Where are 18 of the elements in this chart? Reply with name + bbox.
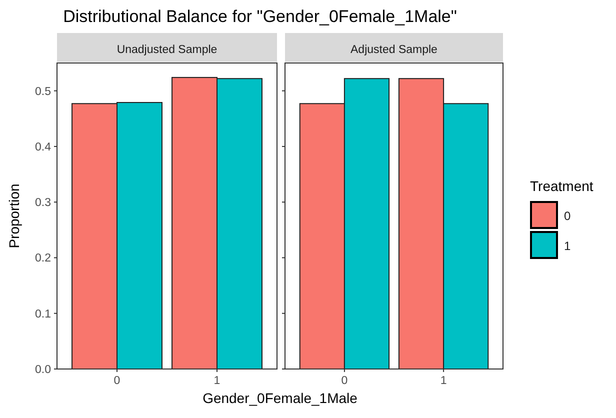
chart-subtitle: Adjusted Sample xyxy=(350,44,438,56)
legend-label: 0 xyxy=(564,209,571,223)
x-tick-label: 0 xyxy=(341,375,348,387)
y-axis-title: Proportion xyxy=(6,184,22,248)
x-tick-label: 1 xyxy=(440,375,447,387)
text: 1 xyxy=(564,239,571,253)
y-tick-label: 0.5 xyxy=(35,86,51,98)
x-tick-label: 1 xyxy=(214,375,220,387)
y-tick-label: 0.4 xyxy=(35,141,52,154)
legend-title: Treatment xyxy=(530,178,594,194)
y-tick-label: 0.2 xyxy=(35,252,51,265)
y-tick-label: 0.3 xyxy=(35,197,51,210)
chart-title: Distributional Balance for "Gender_0Female_1Male" xyxy=(63,7,457,26)
x-tick-label: 0 xyxy=(114,375,120,387)
y-tick-label: 0.1 xyxy=(35,308,51,320)
chart-subtitle: Unadjusted Sample xyxy=(116,44,218,56)
x-axis-title: Gender_0Female_1Male xyxy=(202,390,358,406)
y-tick-label: 0.0 xyxy=(35,364,51,376)
